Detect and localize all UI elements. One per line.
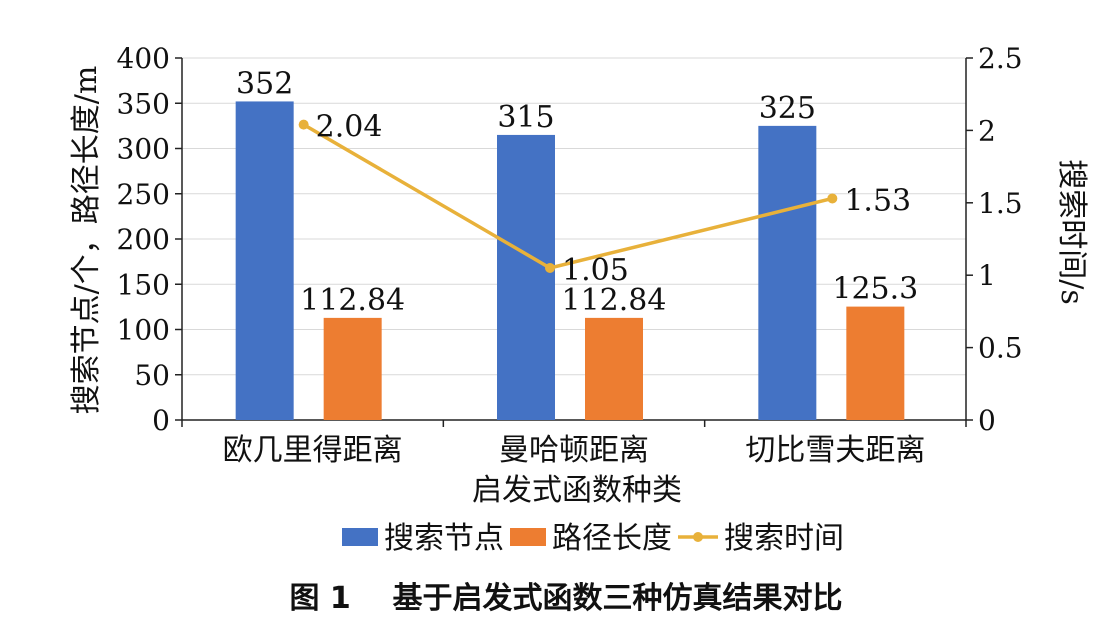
y-tick-label: 100 (117, 314, 170, 347)
legend-swatch (510, 528, 546, 546)
bar-path-length (585, 317, 643, 420)
y2-tick-label: 1.5 (978, 187, 1023, 220)
figure-caption: 图 1 基于启发式函数三种仿真结果对比 (289, 581, 842, 616)
data-label: 1.53 (844, 183, 911, 218)
y2-tick-label: 0 (978, 404, 996, 437)
x-tick-label: 曼哈顿距离 (499, 433, 649, 468)
y-tick-label: 350 (117, 87, 170, 120)
legend-marker (693, 532, 703, 542)
data-label: 325 (759, 91, 816, 126)
y-tick-label: 150 (117, 268, 170, 301)
gridlines (182, 57, 966, 376)
legend-label: 搜索时间 (724, 521, 844, 556)
y-tick-label: 50 (134, 359, 170, 392)
x-tick-label: 欧几里得距离 (223, 433, 403, 468)
y2-tick-label: 2.5 (978, 42, 1023, 75)
data-label: 315 (497, 100, 554, 135)
y-tick-label: 0 (152, 404, 170, 437)
data-labels: 352 315 325 112.84 112.84 125.3 2.04 1.05 1.53 (236, 66, 918, 317)
bar-search-nodes (497, 134, 555, 421)
y-tick-label: 250 (117, 178, 170, 211)
y2-tick-label: 1 (978, 259, 996, 292)
legend-label: 搜索节点 (384, 521, 504, 556)
bar-search-nodes (235, 101, 294, 420)
bar-path-length (323, 317, 382, 420)
time-line-path (302, 123, 833, 270)
axes: 0 50 100 150 200 250 300 350 400 0 0.5 1 1.5 2 2.5 欧几里得… (117, 42, 1023, 468)
time-point (298, 119, 309, 130)
y2-tick-label: 0.5 (978, 332, 1023, 365)
x-axis-label: 启发式函数种类 (472, 473, 682, 508)
bar-path-length (846, 306, 905, 420)
y-tick-label: 300 (117, 133, 170, 166)
data-label: 352 (236, 66, 293, 101)
x-tick-label: 切比雪夫距离 (745, 433, 925, 468)
legend: 搜索节点 路径长度 搜索时间 (342, 521, 844, 556)
legend-label: 路径长度 (552, 521, 672, 556)
y-tick-label: 400 (117, 42, 170, 75)
time-point (545, 262, 555, 273)
y2-tick-label: 2 (978, 114, 996, 147)
y2-axis-label: 搜索时间/s (1054, 159, 1089, 305)
time-line (298, 119, 838, 273)
data-label: 112.84 (300, 283, 405, 318)
data-label: 1.05 (562, 253, 629, 288)
y-tick-label: 200 (117, 223, 170, 256)
bars (235, 101, 905, 421)
legend-swatch (342, 528, 378, 546)
data-label: 112.84 (562, 283, 667, 318)
data-label: 125.3 (832, 272, 918, 307)
data-label: 2.04 (316, 110, 383, 145)
time-point (827, 193, 838, 204)
bar-search-nodes (758, 125, 817, 420)
y-axis-label: 搜索节点/个，路径长度/m (69, 66, 104, 415)
